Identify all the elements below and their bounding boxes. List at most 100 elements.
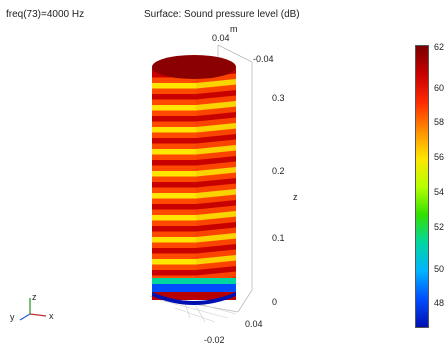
triad-y-axis (19, 313, 31, 321)
triad-x-label: x (49, 311, 54, 321)
z-tick-0: 0 (272, 297, 277, 307)
band-left (152, 83, 196, 89)
band-left (152, 77, 196, 84)
band-right (196, 101, 236, 111)
band-left (152, 198, 196, 205)
band-right (196, 167, 236, 177)
band-right (196, 161, 236, 172)
plot-title: Surface: Sound pressure level (dB) (144, 9, 300, 20)
z-tick-0-1: 0.1 (272, 233, 285, 243)
triad-z-label: z (32, 292, 37, 302)
z-axis-label: z (293, 192, 298, 202)
band-right (196, 233, 236, 243)
band-left (152, 99, 196, 106)
band-right (196, 255, 236, 265)
colorbar-tick-52: 52 (434, 222, 445, 232)
band-right (196, 150, 236, 161)
band-left (152, 143, 196, 150)
band-left (152, 132, 196, 139)
band-right (196, 211, 236, 221)
band-right (196, 79, 236, 89)
band-left (152, 171, 196, 177)
band-left (152, 237, 196, 243)
z-tick-0-2: 0.2 (272, 166, 285, 176)
band-right (196, 128, 236, 139)
band-right (196, 112, 236, 122)
band-left (152, 231, 196, 238)
band-right (196, 139, 236, 150)
band-left (152, 121, 196, 128)
band-left (152, 220, 196, 227)
band-left (152, 105, 196, 111)
band-left (152, 110, 196, 117)
triad-x-axis (29, 313, 47, 317)
frequency-label: freq(73)=4000 Hz (6, 9, 85, 20)
x-top-tick: 0.04 (212, 33, 230, 43)
band-right (196, 260, 236, 271)
band-right (196, 266, 236, 276)
band-right (196, 172, 236, 183)
cylinder-top-cap (152, 55, 236, 79)
y-bottom-tick: 0.04 (245, 319, 263, 329)
y-top-tick: -0.04 (253, 54, 274, 64)
band-left (152, 253, 196, 260)
band-left (152, 94, 196, 100)
band-right (196, 117, 236, 128)
m-unit-label: m (230, 24, 238, 34)
colorbar-tick-56: 56 (434, 152, 445, 162)
band-right (196, 95, 236, 106)
base-band-blue (152, 284, 236, 292)
band-left (152, 248, 196, 254)
band-left (152, 116, 196, 122)
band-left (152, 154, 196, 161)
band-right (196, 200, 236, 210)
colorbar-tick-60: 60 (434, 83, 445, 93)
band-left (152, 264, 196, 271)
band-right (196, 90, 236, 100)
base-band-green (152, 278, 236, 284)
band-left (152, 270, 196, 276)
band-right (196, 156, 236, 166)
colorbar-tick-50: 50 (434, 264, 445, 274)
band-right (196, 194, 236, 205)
band-left (152, 242, 196, 249)
band-left (152, 215, 196, 221)
band-right (196, 205, 236, 216)
band-left (152, 209, 196, 216)
band-right (196, 73, 236, 84)
band-right (196, 216, 236, 227)
band-left (152, 176, 196, 183)
band-left (152, 187, 196, 194)
band-right (196, 134, 236, 144)
band-right (196, 145, 236, 155)
band-left (152, 127, 196, 133)
band-right (196, 106, 236, 117)
band-right (196, 178, 236, 188)
colorbar-tick-48: 48 (434, 298, 445, 308)
band-left (152, 182, 196, 188)
band-left (152, 193, 196, 199)
colorbar-tick-62: 62 (434, 42, 445, 52)
band-left (152, 138, 196, 144)
triad-y-label: y (10, 312, 15, 322)
band-left (152, 226, 196, 232)
band-right (196, 238, 236, 249)
x-bottom-tick: -0.02 (204, 335, 225, 345)
cylinder-bottom-edge (152, 292, 236, 305)
band-right (196, 222, 236, 232)
band-right (196, 227, 236, 238)
band-right (196, 244, 236, 254)
band-right (196, 183, 236, 194)
colorbar-tick-54: 54 (434, 187, 445, 197)
band-left (152, 149, 196, 155)
band-left (152, 204, 196, 210)
band-right (196, 123, 236, 133)
band-left (152, 259, 196, 265)
band-right (196, 189, 236, 199)
band-left (152, 165, 196, 172)
band-right (196, 249, 236, 260)
band-right (196, 84, 236, 95)
colorbar (415, 45, 429, 328)
band-left (152, 88, 196, 95)
